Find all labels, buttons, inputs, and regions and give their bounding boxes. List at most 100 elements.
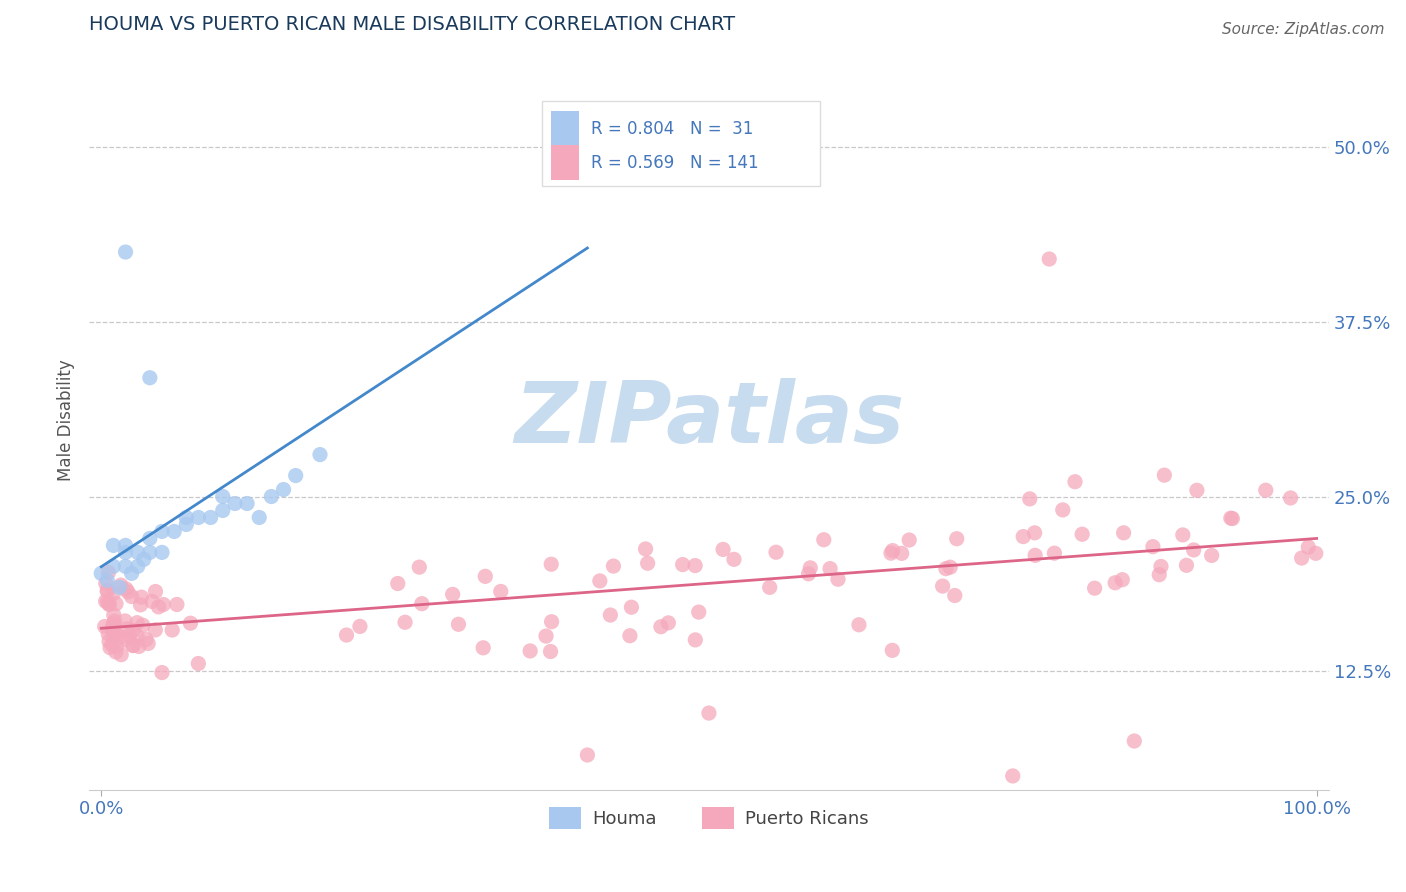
- Point: [1012, 530, 1035, 544]
- Point: [139, 545, 162, 559]
- Point: [145, 584, 167, 599]
- Point: [474, 569, 496, 583]
- Point: [103, 607, 125, 622]
- Point: [127, 615, 149, 630]
- Text: ZIPatlas: ZIPatlas: [513, 378, 904, 461]
- Point: [236, 496, 259, 510]
- Point: [827, 572, 849, 586]
- FancyBboxPatch shape: [541, 102, 821, 186]
- Point: [110, 648, 132, 662]
- Point: [115, 582, 138, 596]
- Point: [114, 633, 136, 648]
- Point: [1112, 525, 1135, 540]
- Point: [472, 640, 495, 655]
- Point: [94, 576, 117, 591]
- Point: [108, 580, 131, 594]
- Point: [1182, 543, 1205, 558]
- Point: [121, 590, 143, 604]
- Point: [150, 545, 173, 559]
- Point: [103, 559, 125, 574]
- Point: [103, 614, 125, 628]
- Point: [98, 634, 121, 648]
- Point: [131, 590, 153, 604]
- Point: [122, 639, 145, 653]
- Point: [114, 245, 136, 260]
- Point: [114, 538, 136, 552]
- Point: [90, 566, 112, 581]
- Point: [619, 629, 641, 643]
- Point: [187, 657, 209, 671]
- Point: [540, 644, 562, 658]
- Point: [1147, 567, 1170, 582]
- Point: [1153, 468, 1175, 483]
- Point: [1291, 551, 1313, 566]
- Point: [211, 490, 233, 504]
- Point: [96, 583, 118, 598]
- Point: [103, 616, 125, 631]
- Point: [1001, 769, 1024, 783]
- Point: [150, 665, 173, 680]
- Point: [489, 584, 512, 599]
- Point: [1305, 546, 1327, 560]
- Point: [94, 594, 117, 608]
- Point: [110, 578, 132, 592]
- Point: [394, 615, 416, 630]
- Point: [1175, 558, 1198, 573]
- Point: [163, 524, 186, 539]
- Point: [135, 632, 157, 647]
- Text: R = 0.569   N = 141: R = 0.569 N = 141: [591, 153, 759, 171]
- Text: Source: ZipAtlas.com: Source: ZipAtlas.com: [1222, 22, 1385, 37]
- Point: [152, 598, 174, 612]
- Point: [589, 574, 612, 588]
- Point: [284, 468, 307, 483]
- Point: [114, 614, 136, 628]
- Point: [898, 533, 921, 547]
- Point: [247, 510, 270, 524]
- Point: [127, 559, 149, 574]
- Point: [97, 597, 120, 611]
- Point: [132, 618, 155, 632]
- Point: [211, 503, 233, 517]
- Point: [540, 558, 562, 572]
- Point: [122, 624, 145, 638]
- Point: [176, 517, 198, 532]
- Text: HOUMA VS PUERTO RICAN MALE DISABILITY CORRELATION CHART: HOUMA VS PUERTO RICAN MALE DISABILITY CO…: [89, 15, 735, 34]
- Point: [115, 622, 138, 636]
- Point: [1123, 734, 1146, 748]
- Point: [103, 629, 125, 643]
- Point: [224, 496, 246, 510]
- Point: [411, 597, 433, 611]
- Point: [799, 561, 821, 575]
- Point: [1104, 575, 1126, 590]
- Point: [939, 560, 962, 574]
- Point: [1171, 528, 1194, 542]
- Point: [1298, 540, 1320, 554]
- Point: [602, 559, 624, 574]
- Point: [441, 587, 464, 601]
- Point: [637, 556, 659, 570]
- Point: [620, 600, 643, 615]
- Point: [349, 619, 371, 633]
- Point: [1219, 511, 1241, 525]
- Point: [110, 630, 132, 644]
- Point: [519, 644, 541, 658]
- Text: R = 0.804   N =  31: R = 0.804 N = 31: [591, 120, 754, 137]
- Point: [97, 566, 120, 580]
- Point: [848, 617, 870, 632]
- Point: [943, 589, 966, 603]
- Point: [599, 607, 621, 622]
- Point: [143, 623, 166, 637]
- Point: [132, 552, 155, 566]
- Point: [945, 532, 967, 546]
- Point: [1024, 525, 1046, 540]
- Point: [96, 595, 118, 609]
- Point: [1018, 491, 1040, 506]
- Point: [1038, 252, 1060, 266]
- Point: [101, 624, 124, 639]
- Point: [697, 706, 720, 720]
- Point: [129, 598, 152, 612]
- Point: [1185, 483, 1208, 498]
- Point: [576, 747, 599, 762]
- Point: [1071, 527, 1094, 541]
- Point: [141, 594, 163, 608]
